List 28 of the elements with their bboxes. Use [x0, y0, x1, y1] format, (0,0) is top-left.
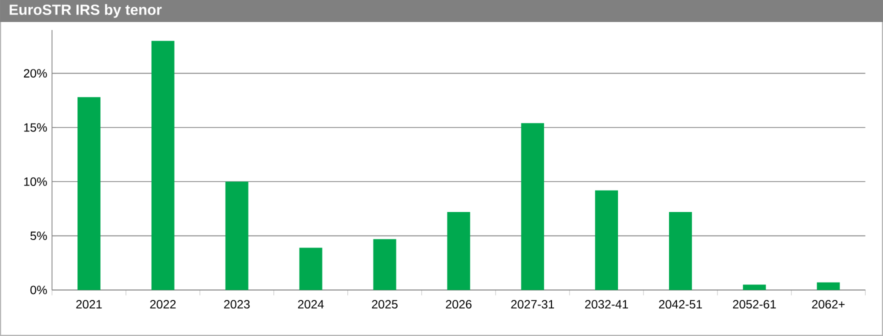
y-tick-label: 15% [24, 123, 47, 132]
bar [151, 40, 174, 290]
bar [669, 212, 692, 290]
bar [447, 212, 470, 290]
x-tick-label: 2024 [298, 300, 324, 309]
x-tick-label: 2021 [76, 300, 102, 309]
x-tick-label: 2042-51 [659, 300, 702, 309]
bar [78, 97, 100, 290]
x-tick-label: 2026 [446, 300, 472, 309]
x-tick-label: 2022 [150, 300, 176, 309]
bar [373, 239, 396, 290]
y-tick-label: 20% [24, 69, 47, 78]
x-tick-label: 2023 [224, 300, 250, 309]
y-tick-label: 0% [30, 286, 47, 294]
x-tick-label: 2052-61 [733, 300, 776, 309]
bar [816, 282, 840, 290]
x-tick-label: 2027-31 [511, 300, 554, 309]
bar [742, 284, 766, 290]
x-tick-label: 2032-41 [585, 300, 628, 309]
bar [299, 248, 322, 290]
y-tick-label: 5% [30, 232, 47, 240]
bar [225, 182, 248, 290]
bar [521, 123, 544, 290]
x-tick-label: 2025 [372, 300, 398, 309]
chart-title: EuroSTR IRS by tenor [10, 4, 162, 18]
bar [595, 190, 618, 290]
x-tick-label: 2062+ [812, 300, 845, 309]
y-tick-label: 10% [24, 177, 47, 186]
